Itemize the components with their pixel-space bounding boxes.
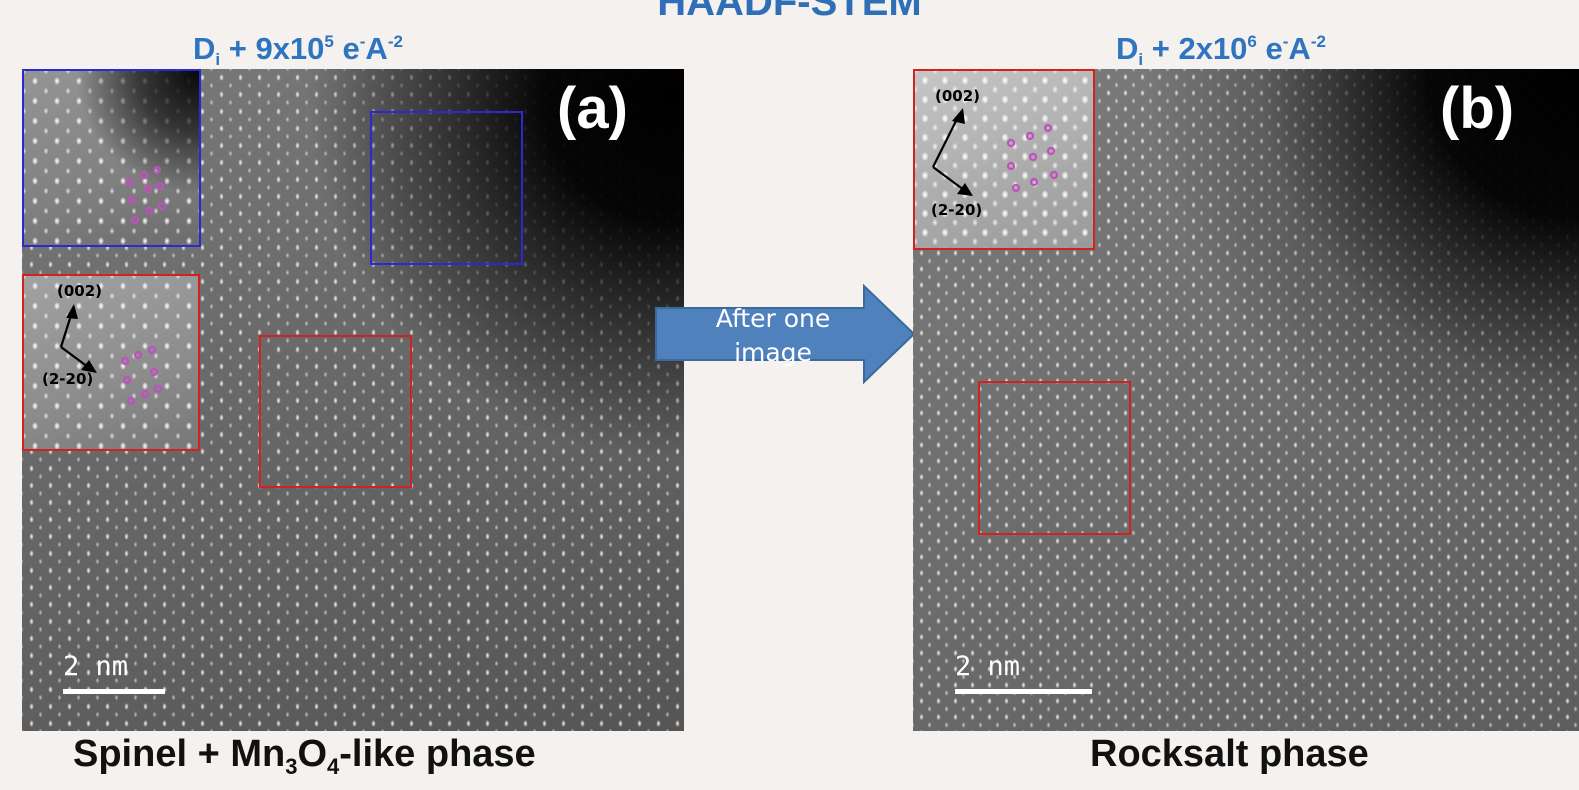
caption-b: Rocksalt phase bbox=[1090, 733, 1369, 775]
svg-text:(002): (002) bbox=[57, 282, 102, 300]
selection-box-red bbox=[978, 381, 1131, 535]
selection-box-red bbox=[259, 335, 412, 488]
transition-label: After one image bbox=[715, 304, 831, 367]
svg-text:(2-20): (2-20) bbox=[931, 201, 982, 219]
svg-text:(002): (002) bbox=[935, 87, 980, 105]
stem-image-a: (a) (002) (2-20) bbox=[22, 69, 684, 731]
panel-label-b: (b) bbox=[1440, 76, 1515, 141]
panel-label-a: (a) bbox=[557, 76, 628, 141]
dose-label-b: Di + 2x106 e-A-2 bbox=[1116, 31, 1326, 69]
atom-markers bbox=[125, 165, 167, 225]
caption-a: Spinel + Mn3O4-like phase bbox=[73, 733, 536, 779]
stem-image-b: (b) (002) (2-20) 2 nm bbox=[913, 69, 1579, 731]
inset-mn3o4-zoom: (002) (2-20) bbox=[22, 274, 200, 451]
lattice-axes: (002) (2-20) bbox=[42, 282, 163, 406]
lattice-axes: (002) (2-20) bbox=[931, 87, 1059, 219]
selection-box-blue bbox=[370, 111, 523, 265]
inset-spinel-zoom bbox=[22, 69, 201, 247]
page-title: HAADF-STEM bbox=[657, 0, 922, 24]
svg-text:(2-20): (2-20) bbox=[42, 370, 93, 388]
transition-arrow bbox=[655, 284, 916, 385]
dose-label-a: Di + 9x105 e-A-2 bbox=[193, 31, 403, 69]
inset-rocksalt-zoom: (002) (2-20) bbox=[913, 69, 1095, 250]
